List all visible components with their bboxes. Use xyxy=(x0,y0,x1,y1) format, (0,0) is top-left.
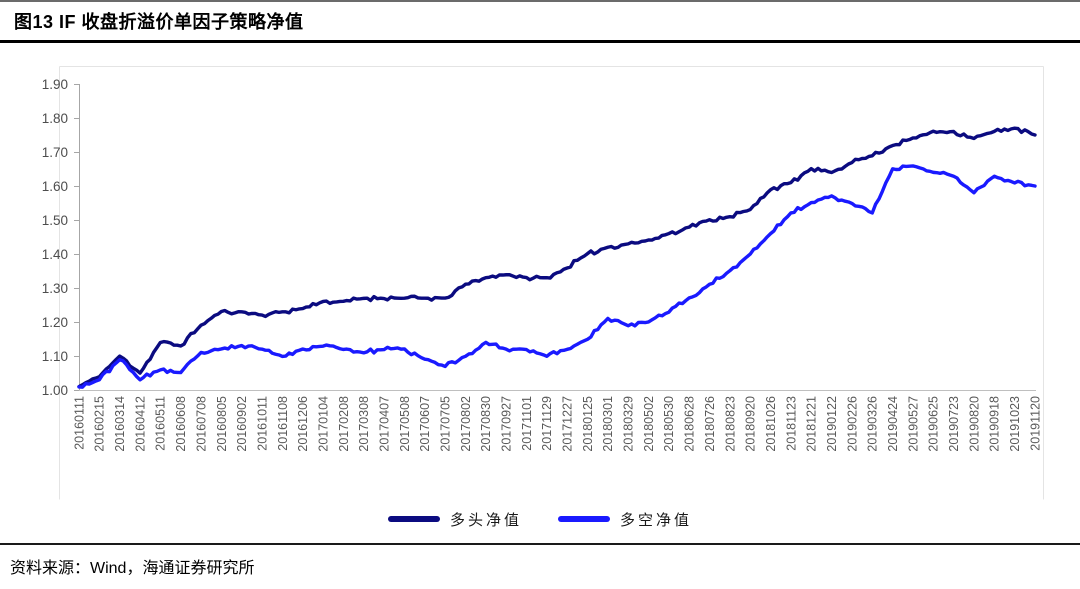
x-tick-label: 20170607 xyxy=(418,396,432,452)
x-tick-label: 20180726 xyxy=(703,396,717,452)
x-tick-label: 20171227 xyxy=(561,396,575,452)
x-tick-label: 20190918 xyxy=(988,396,1002,452)
source-note: 资料来源：Wind，海通证券研究所 xyxy=(0,543,1080,589)
x-tick-label: 20170407 xyxy=(377,396,391,452)
legend-label-long: 多头净值 xyxy=(449,512,522,529)
x-tick-label: 20160412 xyxy=(133,396,147,452)
series-line-long xyxy=(77,126,1037,389)
x-tick-label: 20190820 xyxy=(967,396,981,452)
x-tick-label: 20160111 xyxy=(72,396,86,450)
x-tick-label: 20180530 xyxy=(662,396,676,452)
source-text: 资料来源：Wind，海通证券研究所 xyxy=(10,560,255,577)
chart-legend: 多头净值 多空净值 xyxy=(0,503,1080,535)
x-tick-label: 20160805 xyxy=(215,396,229,452)
x-tick-label: 20180329 xyxy=(622,396,636,452)
figure-title-bar: 图13 IF 收盘折溢价单因子策略净值 xyxy=(0,0,1080,43)
x-tick-label: 20170208 xyxy=(337,396,351,452)
x-tick-label: 20161206 xyxy=(296,396,310,452)
y-tick-label: 1.90 xyxy=(42,77,68,92)
y-tick-label: 1.20 xyxy=(42,315,68,330)
x-tick-label: 20170308 xyxy=(357,396,371,452)
y-tick-label: 1.10 xyxy=(42,349,68,364)
x-tick-label: 20170802 xyxy=(459,396,473,452)
x-tick-label: 20170830 xyxy=(479,396,493,452)
x-tick-label: 20160608 xyxy=(174,396,188,452)
x-tick-label: 20181026 xyxy=(764,396,778,452)
legend-line-swatch-longshort xyxy=(558,516,610,522)
x-tick-label: 20180628 xyxy=(683,396,697,452)
x-tick-label: 20180502 xyxy=(642,396,656,452)
x-tick-label: 20190326 xyxy=(866,396,880,452)
x-tick-label: 20191120 xyxy=(1028,396,1042,451)
x-tick-label: 20171129 xyxy=(540,396,554,451)
x-tick-label: 20191023 xyxy=(1008,396,1022,452)
y-tick-label: 1.30 xyxy=(42,281,68,296)
legend-item-longshort: 多空净值 xyxy=(558,509,692,530)
x-tick-label: 20190723 xyxy=(947,396,961,452)
x-tick-label: 20190122 xyxy=(825,396,839,452)
y-tick-label: 1.60 xyxy=(42,179,68,194)
x-tick-label: 20171101 xyxy=(520,396,534,451)
line-chart: 1.00 1.10 1.20 1.30 1.40 1.50 1.60 1.70 1.80 1.90… xyxy=(42,66,1044,500)
x-tick-label: 20190527 xyxy=(906,396,920,452)
legend-line-swatch-long xyxy=(387,516,440,522)
x-tick-label: 20180920 xyxy=(744,396,758,452)
x-tick-label: 20161108 xyxy=(276,396,290,451)
x-tick-label: 20180125 xyxy=(581,396,595,452)
x-tick-label: 20160314 xyxy=(113,396,127,452)
x-tick-label: 20170104 xyxy=(316,396,330,452)
y-tick-label: 1.50 xyxy=(42,213,68,228)
x-tick-label: 20170705 xyxy=(439,396,453,452)
x-tick-label: 20190226 xyxy=(845,396,859,452)
x-tick-label: 20170927 xyxy=(500,396,514,452)
x-tick-label: 20190625 xyxy=(927,396,941,452)
x-tick-label: 20180301 xyxy=(601,396,615,452)
x-tick-label: 20160215 xyxy=(93,396,107,452)
x-tick-label: 20190424 xyxy=(886,396,900,452)
y-tick-label: 1.00 xyxy=(42,383,68,398)
x-tick-label: 20160708 xyxy=(194,396,208,452)
legend-label-longshort: 多空净值 xyxy=(620,512,693,529)
legend-item-long: 多头净值 xyxy=(387,509,522,530)
x-tick-label: 20181123 xyxy=(784,396,798,451)
x-tick-label: 20160902 xyxy=(235,396,249,452)
chart-area: 1.00 1.10 1.20 1.30 1.40 1.50 1.60 1.70 1.80 1.90… xyxy=(0,43,1080,529)
y-tick-label: 1.80 xyxy=(42,111,68,126)
chart-frame xyxy=(59,66,1044,500)
x-tick-label: 20180823 xyxy=(723,396,737,452)
y-tick-label: 1.70 xyxy=(42,145,68,160)
x-tick-label: 20181221 xyxy=(805,396,819,452)
y-tick-label: 1.40 xyxy=(42,247,68,262)
x-tick-label: 20161011 xyxy=(255,396,269,451)
figure-title: 图13 IF 收盘折溢价单因子策略净值 xyxy=(14,12,304,32)
x-tick-label: 20160511 xyxy=(154,396,168,451)
x-tick-label: 20170508 xyxy=(398,396,412,452)
series-line-longshort xyxy=(77,164,1037,389)
